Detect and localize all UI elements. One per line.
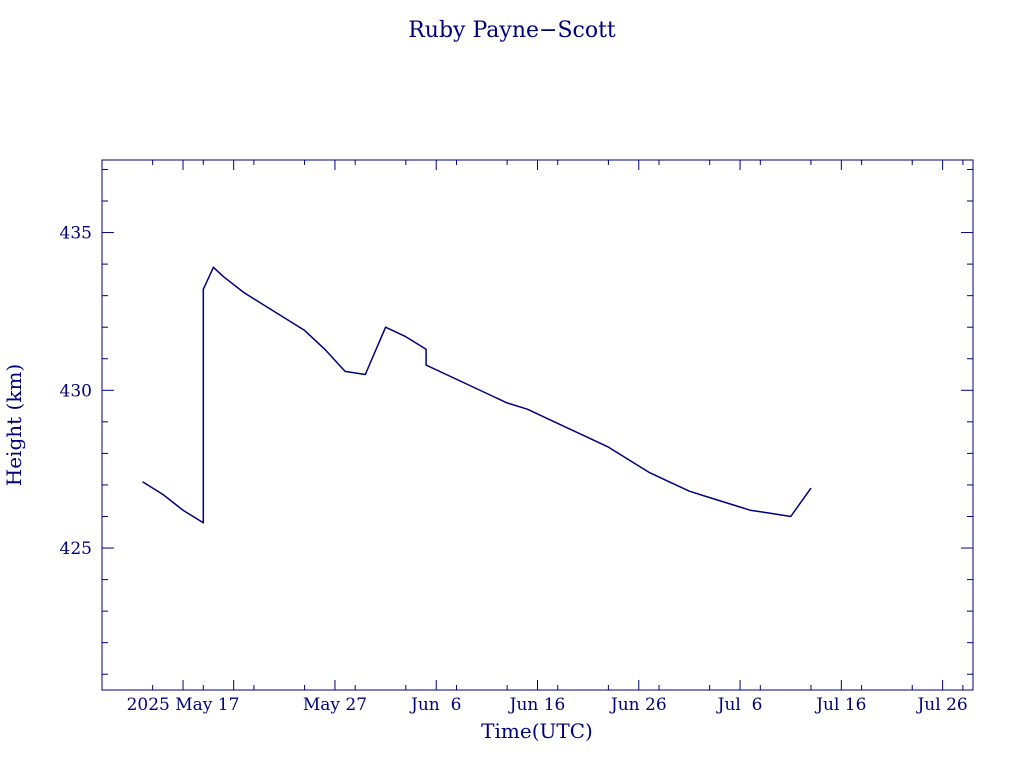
- axis-ticks: [101, 160, 973, 690]
- x-tick-label: Jul 16: [814, 695, 866, 715]
- x-tick-label: Jun 26: [609, 695, 667, 715]
- plot-frame: [101, 159, 974, 691]
- y-axis-label: Height (km): [2, 364, 26, 486]
- axis-tick-labels: 2025 May 17 May 27 Jun 6 Jun 16 Jun 26 Jul 6 J…: [60, 224, 968, 715]
- x-tick-label: Jul 26: [915, 695, 967, 715]
- x-axis-label: Time(UTC): [481, 719, 593, 743]
- y-tick-label: 435: [60, 224, 92, 244]
- y-tick-label: 430: [60, 381, 92, 401]
- chart-title: Ruby Payne−Scott: [408, 18, 616, 43]
- x-tick-label: Jun 16: [508, 695, 566, 715]
- series-line: [142, 266, 812, 524]
- x-tick-label: Jun 6: [409, 695, 461, 715]
- x-tick-label: Jul 6: [716, 695, 763, 715]
- x-tick-label: May 27: [303, 695, 367, 715]
- x-tick-label: 2025 May 17: [127, 695, 240, 715]
- y-tick-label: 425: [60, 539, 92, 559]
